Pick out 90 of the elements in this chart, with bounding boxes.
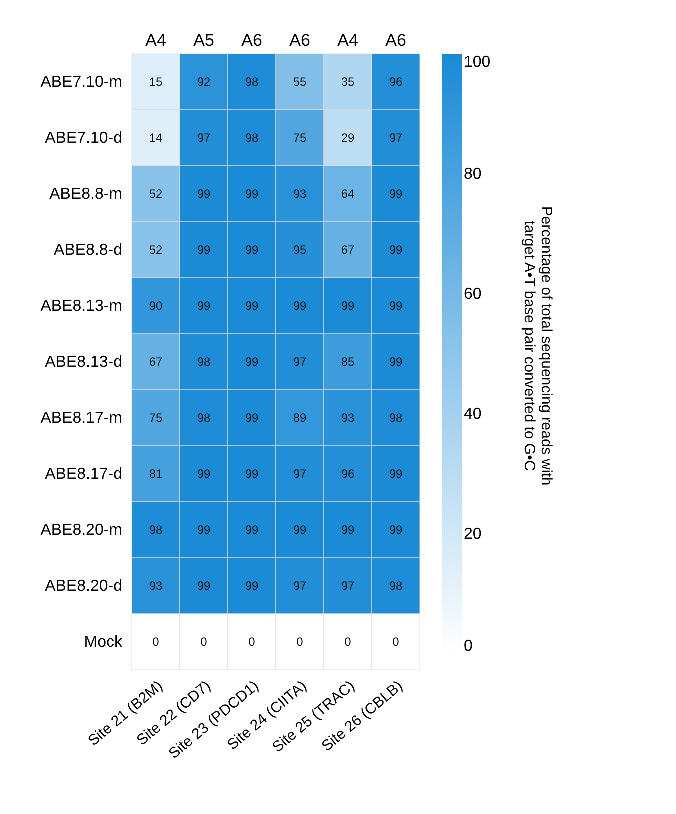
- y-tick-label: ABE8.17-m: [40, 410, 122, 427]
- data-label: 99: [245, 411, 259, 425]
- color-bar-label: 100: [464, 54, 491, 71]
- color-bar-label: 20: [464, 526, 482, 543]
- data-label: 96: [341, 467, 355, 481]
- data-label: 99: [197, 187, 211, 201]
- data-label: 99: [197, 467, 211, 481]
- data-label: 93: [293, 187, 307, 201]
- data-label: 99: [293, 299, 307, 313]
- data-label: 97: [389, 131, 403, 145]
- data-label: 99: [245, 243, 259, 257]
- data-label: 93: [149, 579, 163, 593]
- text: A6: [242, 31, 262, 50]
- data-label: 99: [197, 243, 211, 257]
- data-label: 96: [389, 75, 403, 89]
- data-label: 99: [341, 299, 355, 313]
- data-label: 97: [341, 579, 355, 593]
- data-label: 52: [149, 243, 163, 257]
- y-tick-label: ABE7.10-m: [40, 74, 122, 91]
- data-label: 67: [149, 355, 163, 369]
- data-label: 98: [245, 131, 259, 145]
- data-label: 85: [341, 355, 355, 369]
- color-bar-title: Percentage of total sequencing reads with target A•T base pair converted to G•C: [521, 206, 555, 486]
- text: A6: [290, 31, 310, 50]
- data-label: 98: [389, 579, 403, 593]
- color-bar-label: 60: [464, 286, 482, 303]
- y-tick-label: ABE8.20-m: [40, 522, 122, 539]
- data-label: 29: [341, 131, 355, 145]
- data-label: 98: [197, 355, 211, 369]
- data-label: 0: [200, 635, 208, 649]
- color-bar-label: 40: [464, 406, 482, 423]
- data-label: 99: [293, 523, 307, 537]
- data-label: 99: [389, 187, 403, 201]
- data-label: 99: [245, 579, 259, 593]
- data-label: 15: [149, 75, 163, 89]
- data-label: 67: [341, 243, 355, 257]
- data-label: 0: [248, 635, 256, 649]
- y-tick-label: ABE8.20-d: [45, 578, 122, 595]
- data-label: 98: [149, 523, 163, 537]
- data-label: 99: [197, 299, 211, 313]
- data-label: 99: [389, 355, 403, 369]
- data-label: 99: [245, 355, 259, 369]
- data-label: 99: [389, 467, 403, 481]
- data-label: 98: [389, 411, 403, 425]
- data-label: 81: [149, 467, 163, 481]
- data-label: 99: [197, 523, 211, 537]
- data-label: 14: [149, 131, 163, 145]
- data-label: 98: [245, 75, 259, 89]
- data-label: 93: [341, 411, 355, 425]
- data-label: 99: [245, 467, 259, 481]
- y-tick-label: ABE8.8-m: [50, 186, 122, 203]
- data-label: 97: [293, 579, 307, 593]
- color-bar-label: 0: [464, 638, 473, 655]
- data-label: 97: [293, 467, 307, 481]
- data-label: 0: [152, 635, 160, 649]
- data-label: 98: [197, 411, 211, 425]
- y-tick-label: Mock: [84, 634, 124, 651]
- text: A4: [338, 31, 358, 50]
- text: A4: [146, 31, 166, 50]
- data-label: 90: [149, 299, 163, 313]
- data-label: 95: [293, 243, 307, 257]
- y-tick-label: ABE7.10-d: [45, 130, 122, 147]
- data-label: 99: [245, 299, 259, 313]
- data-label: 0: [392, 635, 400, 649]
- data-label: 55: [293, 75, 307, 89]
- data-label: 97: [293, 355, 307, 369]
- y-tick-label: ABE8.17-d: [45, 466, 122, 483]
- data-label: 99: [245, 523, 259, 537]
- data-label: 35: [341, 75, 355, 89]
- data-label: 92: [197, 75, 211, 89]
- data-label: 97: [197, 131, 211, 145]
- text: A5: [194, 31, 214, 50]
- data-label: 99: [389, 243, 403, 257]
- data-label: 0: [344, 635, 352, 649]
- data-label: 52: [149, 187, 163, 201]
- data-label: 99: [341, 523, 355, 537]
- data-label: 99: [245, 187, 259, 201]
- data-label: 89: [293, 411, 307, 425]
- data-label: 75: [149, 411, 163, 425]
- data-label: 64: [341, 187, 355, 201]
- data-label: 99: [389, 299, 403, 313]
- data-label: 99: [197, 579, 211, 593]
- data-label: 99: [389, 523, 403, 537]
- text: A6: [386, 31, 406, 50]
- color-bar-label: 80: [464, 166, 482, 183]
- y-tick-label: ABE8.13-d: [45, 354, 122, 371]
- y-tick-label: ABE8.8-d: [54, 242, 122, 259]
- y-tick-label: ABE8.13-m: [40, 298, 122, 315]
- data-label: 0: [296, 635, 304, 649]
- data-label: 75: [293, 131, 307, 145]
